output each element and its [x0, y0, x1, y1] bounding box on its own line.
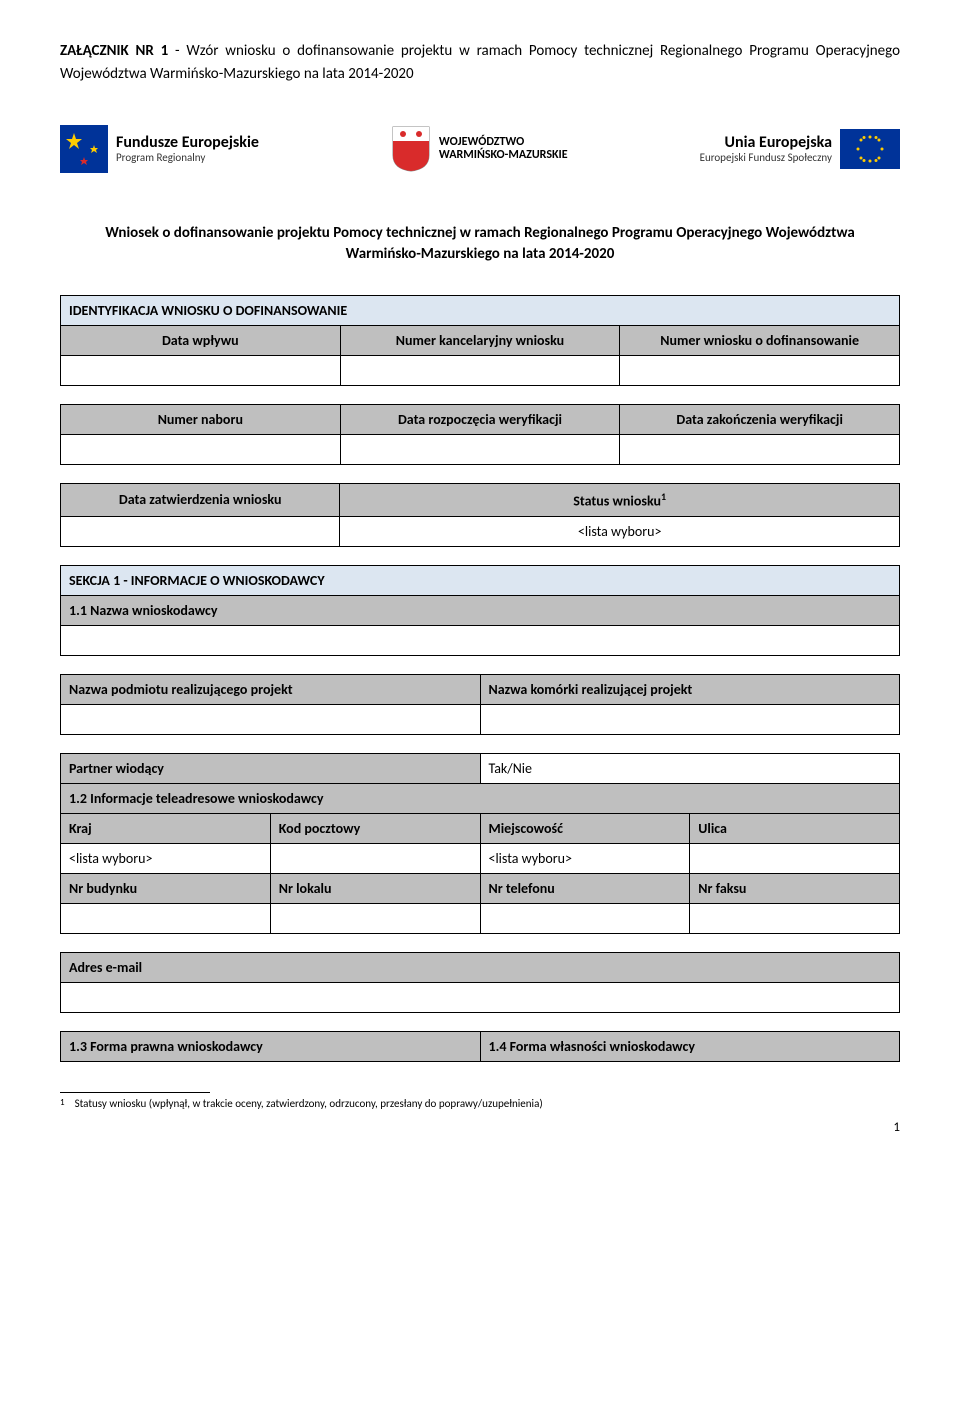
attachment-title: - Wzór wniosku o dofinansowanie projektu…	[60, 42, 900, 83]
table-teleadres: Partner wiodący Tak/Nie 1.2 Informacje t…	[60, 753, 900, 934]
label-data-rozp: Data rozpoczęcia weryfikacji	[340, 405, 620, 435]
table-nabor: Numer naboru Data rozpoczęcia weryfikacj…	[60, 404, 900, 465]
label-miejsc: Miejscowość	[480, 813, 690, 843]
value-data-rozp	[340, 435, 620, 465]
section-header-1: SEKCJA 1 - INFORMACJE O WNIOSKODAWCY	[61, 565, 900, 595]
attachment-header: ZAŁĄCZNIK NR 1 - Wzór wniosku o dofinans…	[60, 40, 900, 85]
label-forma-wlasn: 1.4 Forma własności wnioskodawcy	[480, 1031, 900, 1061]
ue-subtitle: Europejski Fundusz Społeczny	[700, 152, 832, 164]
label-numer-wniosku: Numer wniosku o dofinansowanie	[620, 326, 900, 356]
value-kod	[270, 843, 480, 873]
label-numer-naboru: Numer naboru	[61, 405, 341, 435]
label-podmiot: Nazwa podmiotu realizującego projekt	[61, 674, 481, 704]
value-nrbud	[61, 903, 271, 933]
label-status: Status wniosku1	[340, 484, 900, 517]
table-forma: 1.3 Forma prawna wnioskodawcy 1.4 Forma …	[60, 1031, 900, 1062]
label-data-zatw: Data zatwierdzenia wniosku	[61, 484, 340, 517]
value-partner: Tak/Nie	[480, 753, 900, 783]
label-nrlok: Nr lokalu	[270, 873, 480, 903]
label-nazwa-wn: 1.1 Nazwa wnioskodawcy	[61, 595, 900, 625]
label-data-zak: Data zakończenia weryfikacji	[620, 405, 900, 435]
eu-flag-icon	[840, 129, 900, 169]
value-nrfaks	[690, 903, 900, 933]
logo-bar: Fundusze Europejskie Program Regionalny …	[60, 125, 900, 173]
logo-wojewodztwo: WOJEWÓDZTWO WARMIŃSKO-MAZURSKIE	[391, 125, 568, 173]
label-nrfaks: Nr faksu	[690, 873, 900, 903]
value-ulica	[690, 843, 900, 873]
label-nrbud: Nr budynku	[61, 873, 271, 903]
label-kod: Kod pocztowy	[270, 813, 480, 843]
label-data-wplywu: Data wpływu	[61, 326, 341, 356]
table-status: Data zatwierdzenia wniosku Status wniosk…	[60, 483, 900, 547]
value-miejsc: <lista wyboru>	[480, 843, 690, 873]
table-sekcja1: SEKCJA 1 - INFORMACJE O WNIOSKODAWCY 1.1…	[60, 565, 900, 656]
table-email: Adres e-mail	[60, 952, 900, 1013]
label-nrtel: Nr telefonu	[480, 873, 690, 903]
fe-subtitle: Program Regionalny	[116, 152, 259, 164]
section-header-ident: IDENTYFIKACJA WNIOSKU O DOFINANSOWANIE	[61, 296, 900, 326]
page-number: 1	[60, 1120, 900, 1135]
label-numer-kanc: Numer kancelaryjny wniosku	[340, 326, 620, 356]
label-komorka: Nazwa komórki realizującej projekt	[480, 674, 900, 704]
label-kraj: Kraj	[61, 813, 271, 843]
value-nrlok	[270, 903, 480, 933]
woj-subtitle: WARMIŃSKO-MAZURSKIE	[439, 149, 568, 162]
value-email	[61, 982, 900, 1012]
document-page: ZAŁĄCZNIK NR 1 - Wzór wniosku o dofinans…	[0, 0, 960, 1165]
status-sup: 1	[661, 490, 666, 503]
table-podmiot: Nazwa podmiotu realizującego projekt Naz…	[60, 674, 900, 735]
footnote-separator	[60, 1092, 210, 1093]
label-infotel: 1.2 Informacje teleadresowe wnioskodawcy	[61, 783, 900, 813]
value-nrtel	[480, 903, 690, 933]
footnote: 1 Statusy wniosku (wpłynął, w trakcie oc…	[60, 1097, 900, 1110]
footnote-number: 1	[60, 1097, 65, 1110]
value-numer-kanc	[340, 356, 620, 386]
label-email: Adres e-mail	[61, 952, 900, 982]
label-forma-prawna: 1.3 Forma prawna wnioskodawcy	[61, 1031, 481, 1061]
value-data-zak	[620, 435, 900, 465]
attachment-number: ZAŁĄCZNIK NR 1	[60, 42, 168, 60]
logo-fundusze: Fundusze Europejskie Program Regionalny	[60, 125, 259, 173]
ue-title: Unia Europejska	[700, 134, 832, 152]
status-text: Status wniosku	[573, 493, 661, 510]
label-partner: Partner wiodący	[61, 753, 481, 783]
value-nazwa-wn	[61, 625, 900, 655]
value-data-zatw	[61, 516, 340, 546]
value-numer-wniosku	[620, 356, 900, 386]
value-podmiot	[61, 704, 481, 734]
footnote-text: Statusy wniosku (wpłynął, w trakcie ocen…	[75, 1097, 543, 1110]
shield-icon	[391, 125, 431, 173]
label-ulica: Ulica	[690, 813, 900, 843]
value-komorka	[480, 704, 900, 734]
document-title: Wniosek o dofinansowanie projektu Pomocy…	[60, 223, 900, 265]
table-identyfikacja: IDENTYFIKACJA WNIOSKU O DOFINANSOWANIE D…	[60, 295, 900, 386]
value-numer-naboru	[61, 435, 341, 465]
value-data-wplywu	[61, 356, 341, 386]
fe-logo-icon	[60, 125, 108, 173]
logo-ue: Unia Europejska Europejski Fundusz Społe…	[700, 129, 900, 169]
fe-title: Fundusze Europejskie	[116, 134, 259, 152]
value-kraj: <lista wyboru>	[61, 843, 271, 873]
value-status: <lista wyboru>	[340, 516, 900, 546]
